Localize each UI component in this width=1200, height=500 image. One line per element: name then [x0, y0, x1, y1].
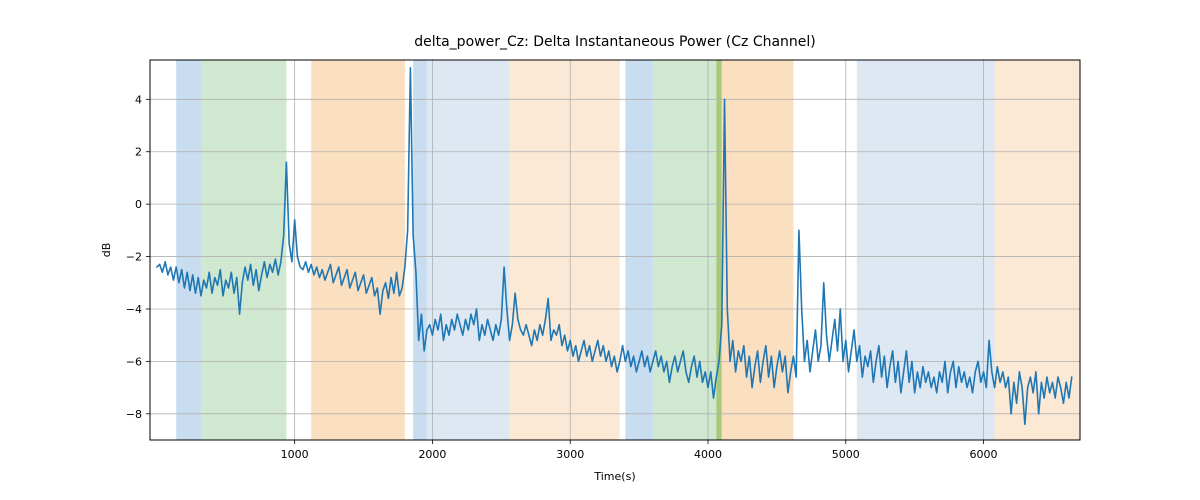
shaded-region: [176, 60, 201, 440]
xtick-label: 3000: [556, 448, 584, 461]
ytick-label: −2: [126, 251, 142, 264]
ytick-label: 0: [135, 198, 142, 211]
shaded-region: [413, 60, 427, 440]
shaded-region: [201, 60, 286, 440]
xtick-label: 5000: [832, 448, 860, 461]
shaded-region: [427, 60, 510, 440]
ytick-label: −8: [126, 408, 142, 421]
x-axis-label: Time(s): [593, 470, 635, 483]
chart-title: delta_power_Cz: Delta Instantaneous Powe…: [414, 34, 816, 50]
y-axis-label: dB: [100, 243, 113, 258]
ytick-label: −6: [126, 355, 142, 368]
shaded-regions: [176, 60, 1080, 440]
xtick-label: 4000: [694, 448, 722, 461]
shaded-region: [510, 60, 620, 440]
xtick-label: 1000: [281, 448, 309, 461]
shaded-region: [722, 60, 794, 440]
shaded-region: [311, 60, 405, 440]
ytick-label: 2: [135, 146, 142, 159]
ytick-label: 4: [135, 93, 142, 106]
shaded-region: [716, 60, 722, 440]
chart-container: 1000 2000 3000 4000 5000 6000 −8 −6 −4 −2 0 2 4 Time(…: [0, 0, 1200, 500]
chart-svg: 1000 2000 3000 4000 5000 6000 −8 −6 −4 −2 0 2 4 Time(…: [0, 0, 1200, 500]
xtick-label: 2000: [418, 448, 446, 461]
ytick-label: −4: [126, 303, 142, 316]
shaded-region: [625, 60, 653, 440]
xtick-label: 6000: [970, 448, 998, 461]
